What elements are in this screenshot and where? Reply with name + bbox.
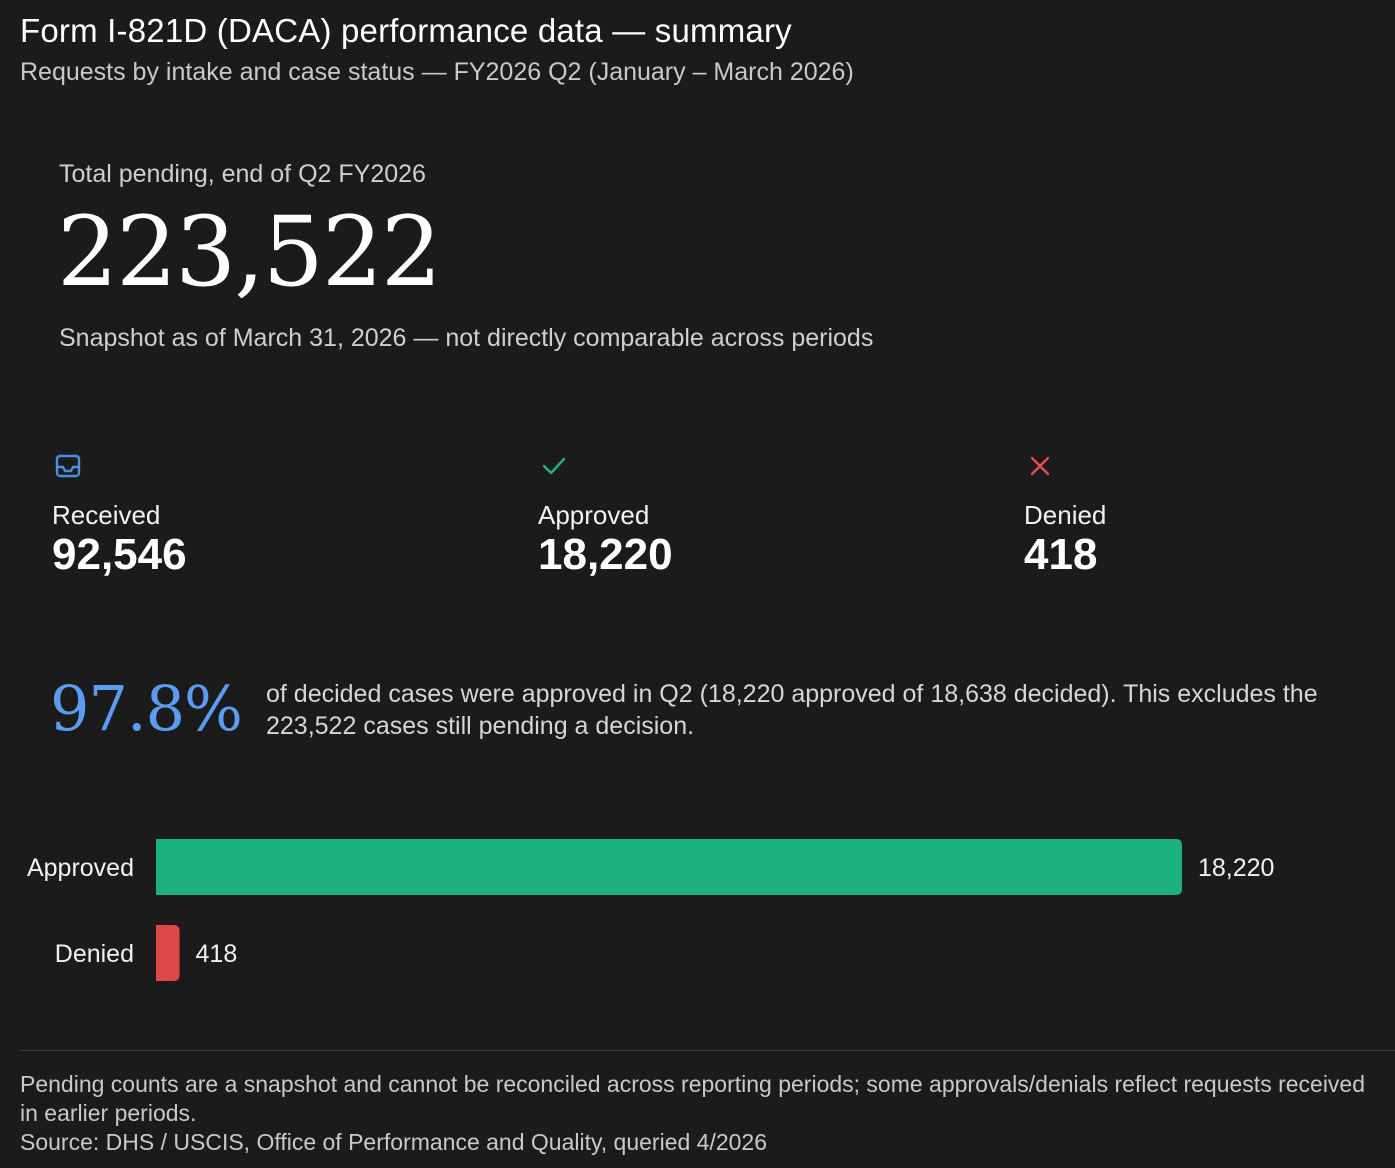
- pending-label: Total pending, end of Q2 FY2026: [59, 160, 426, 188]
- page-title: Form I-821D (DACA) performance data — su…: [20, 12, 792, 49]
- source-text: Source: DHS / USCIS, Office of Performan…: [20, 1129, 768, 1155]
- approval-rate: 97.8%: [50, 672, 243, 745]
- footnote-text: Pending counts are a snapshot and cannot…: [20, 1071, 1366, 1126]
- decisions-bar-chart: Approved 18,220 Denied 418: [27, 839, 1274, 981]
- stat-label: Denied: [1024, 500, 1107, 530]
- bar-approved: [156, 839, 1182, 895]
- footnote: Pending counts are a snapshot and cannot…: [20, 1070, 1380, 1157]
- stat-value: 18,220: [538, 530, 673, 579]
- stat-denied: Denied 418: [1024, 452, 1106, 579]
- footer-divider: [20, 1050, 1395, 1051]
- bar-value-approved: 18,220: [1198, 854, 1274, 882]
- stat-label: Received: [52, 500, 161, 530]
- page-subtitle: Requests by intake and case status — FY2…: [20, 58, 854, 86]
- stat-approved: Approved 18,220: [538, 452, 673, 579]
- bar-denied: [156, 925, 180, 981]
- stat-received: Received 92,546: [52, 452, 187, 579]
- inbox-icon: [55, 454, 81, 478]
- stat-label: Approved: [538, 500, 650, 530]
- pending-value: 223,522: [57, 196, 442, 308]
- approval-rate-text: of decided cases were approved in Q2 (18…: [266, 680, 1318, 740]
- stat-value: 418: [1024, 530, 1098, 579]
- pending-note: Snapshot as of March 31, 2026 — not dire…: [59, 324, 874, 352]
- bar-label-approved: Approved: [27, 854, 134, 882]
- x-icon: [1030, 456, 1050, 476]
- bar-label-denied: Denied: [55, 940, 134, 968]
- check-icon: [542, 457, 566, 475]
- bar-value-denied: 418: [196, 940, 238, 968]
- stat-value: 92,546: [52, 530, 187, 579]
